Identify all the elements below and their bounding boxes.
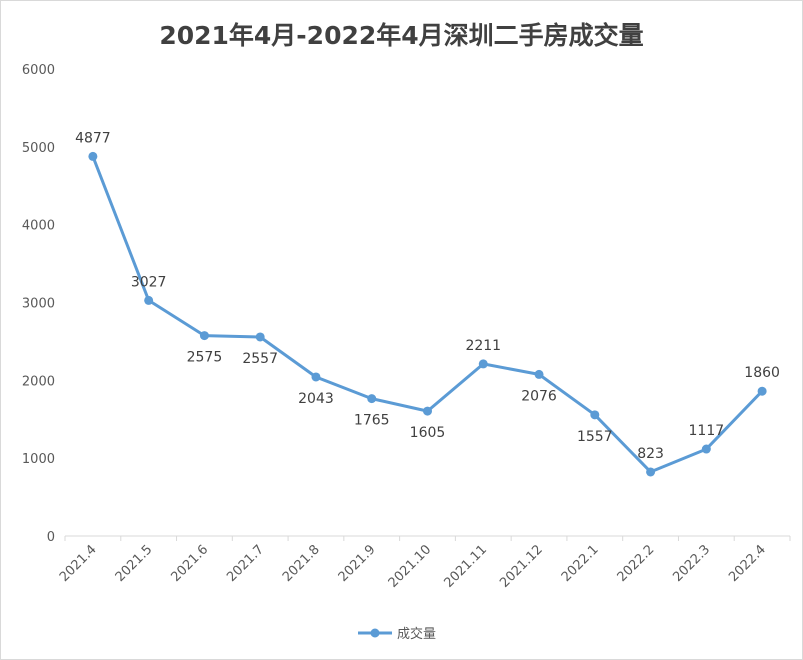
x-tick-label: 2022.1 xyxy=(559,542,602,585)
y-tick-label: 6000 xyxy=(22,63,55,78)
x-axis-ticks: 2021.4 2021.5 2021.6 2021.7 2021.8 2021.9 2021… xyxy=(57,536,791,591)
legend: 成交量 xyxy=(358,626,436,642)
x-tick-label: 2021.4 xyxy=(57,542,100,585)
data-label: 2076 xyxy=(521,388,557,404)
data-point xyxy=(367,394,377,404)
chart-title: 2021年4月-2022年4月深圳二手房成交量 xyxy=(159,21,644,50)
data-point xyxy=(255,332,265,342)
x-tick-label: 2021.8 xyxy=(280,542,323,585)
data-point xyxy=(646,467,656,477)
data-label: 3027 xyxy=(131,274,167,290)
x-tick-label: 2021.9 xyxy=(336,542,379,585)
data-label: 1117 xyxy=(689,423,725,439)
x-tick-label: 2021.7 xyxy=(224,542,267,585)
y-tick-label: 2000 xyxy=(22,374,55,389)
data-point xyxy=(88,151,98,161)
data-point xyxy=(311,372,321,382)
data-point xyxy=(534,369,544,379)
x-tick-label: 2022.3 xyxy=(670,542,713,585)
data-label: 1765 xyxy=(354,413,390,429)
x-tick-label: 2021.11 xyxy=(441,542,490,591)
y-tick-label: 3000 xyxy=(22,297,55,312)
x-tick-label: 2022.4 xyxy=(726,542,769,585)
legend-swatch-marker xyxy=(370,628,380,638)
data-label: 1860 xyxy=(744,365,780,381)
data-label: 2043 xyxy=(298,391,334,407)
y-tick-label: 1000 xyxy=(22,452,55,467)
data-label: 1605 xyxy=(410,425,446,441)
data-label: 823 xyxy=(637,446,664,462)
y-tick-label: 4000 xyxy=(22,219,55,234)
data-labels: 4877 3027 2575 2557 2043 1765 1605 2211 2076 1557… xyxy=(75,130,780,462)
data-point xyxy=(478,359,488,369)
series-group xyxy=(88,151,767,477)
x-tick-label: 2021.6 xyxy=(168,542,211,585)
data-point xyxy=(423,406,432,416)
data-label: 1557 xyxy=(577,429,613,445)
data-point xyxy=(144,295,154,305)
y-tick-label: 5000 xyxy=(22,141,55,156)
data-point xyxy=(757,386,767,396)
data-label: 4877 xyxy=(75,130,111,146)
data-label: 2557 xyxy=(242,351,278,367)
x-tick-label: 2021.5 xyxy=(113,542,156,585)
legend-label: 成交量 xyxy=(397,626,436,642)
data-label: 2575 xyxy=(187,350,223,366)
x-tick-label: 2021.10 xyxy=(386,542,435,591)
x-tick-label: 2021.12 xyxy=(497,542,546,591)
y-tick-label: 0 xyxy=(47,530,55,545)
y-axis: 0 1000 2000 3000 4000 5000 6000 xyxy=(22,63,55,545)
data-label: 2211 xyxy=(465,338,501,354)
data-point xyxy=(590,410,600,420)
data-point xyxy=(199,331,209,341)
data-point xyxy=(701,444,711,454)
x-tick-label: 2022.2 xyxy=(615,542,658,585)
